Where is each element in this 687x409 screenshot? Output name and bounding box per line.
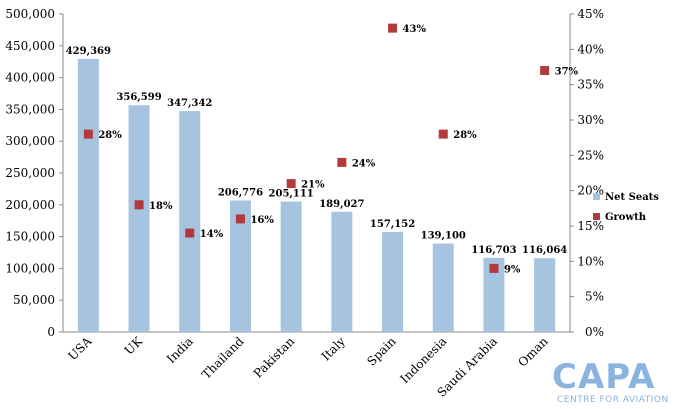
left-tick-label: 250,000 [5,166,55,180]
left-tick-label: 350,000 [5,102,55,116]
growth-point-thailand [235,214,245,224]
x-category-label: Italy [319,334,348,363]
growth-point-saudi-arabia [489,263,499,273]
right-tick-label: 45% [577,7,604,21]
growth-value-label: 28% [98,130,122,141]
growth-labels-group: 28% 18% 14% 16% 21% 24% 43% 28% 9% 37% [98,24,578,275]
bar-oman [534,258,556,332]
growth-point-spain [388,23,398,33]
x-category-label: Spain [364,334,399,369]
growth-point-italy [337,157,347,167]
growth-point-uk [134,200,144,210]
bar-labels-group: 429,369 356,599 347,342 206,776 205,111 189,0… [66,46,568,256]
bar-pakistan [280,201,302,332]
left-tick-label: 50,000 [13,293,55,307]
left-tick-label: 300,000 [5,134,55,148]
growth-value-label: 16% [250,215,274,226]
bar-value-label: 116,703 [471,245,516,256]
bar-italy [331,211,353,332]
legend-label-growth: Growth [605,212,647,223]
bar-spain [382,232,404,332]
right-tick-label: 25% [577,148,604,162]
logo-wordmark: CAPA [552,357,655,397]
bars-group [77,58,556,332]
growth-value-label: 28% [453,130,477,141]
bar-saudi-arabia [483,257,505,332]
bar-value-label: 189,027 [319,199,364,210]
x-category-label: Pakistan [251,334,298,381]
right-tick-label: 40% [577,42,604,56]
x-category-label: Oman [515,334,551,370]
left-axis-ticks: 0 50,000 100,000 150,000 200,000 250,000 300,0… [5,7,63,339]
x-category-label: Thailand [199,334,247,382]
growth-points-group [83,23,550,273]
x-category-label: USA [65,334,94,363]
growth-value-label: 14% [200,229,224,240]
legend-swatch-net-seats [593,193,600,200]
growth-point-indonesia [438,129,448,139]
growth-point-oman [540,66,550,76]
growth-value-label: 37% [555,67,579,78]
right-tick-label: 5% [585,290,604,304]
legend-label-net-seats: Net Seats [605,192,659,203]
growth-value-label: 21% [301,180,325,191]
right-tick-label: 0% [585,325,604,339]
capa-logo: CAPA CENTRE FOR AVIATION [552,357,669,405]
bar-value-label: 206,776 [218,187,263,198]
bar-value-label: 429,369 [66,46,111,57]
legend: Net Seats Growth [593,192,659,223]
x-category-label: UK [122,333,146,357]
x-category-label: India [164,334,196,366]
growth-point-india [185,228,195,238]
growth-value-label: 9% [504,264,521,275]
right-tick-label: 35% [577,78,604,92]
bar-value-label: 139,100 [421,231,466,242]
bar-usa [77,58,99,332]
left-tick-label: 400,000 [5,71,55,85]
right-tick-label: 10% [577,254,604,268]
bar-value-label: 356,599 [116,92,161,103]
right-tick-label: 15% [577,219,604,233]
growth-point-usa [83,129,93,139]
legend-swatch-growth [593,213,600,220]
bar-india [179,111,201,332]
bar-value-label: 205,111 [269,189,314,200]
right-axis-ticks: 0%5%10%15%20%25%30%35%40%45% [570,7,604,339]
growth-value-label: 18% [149,201,173,212]
growth-value-label: 24% [352,158,376,169]
left-tick-label: 500,000 [5,7,55,21]
x-category-label: Indonesia [397,334,449,386]
plot-area: 429,369 356,599 347,342 206,776 205,111 189,0… [62,14,579,333]
bar-value-label: 116,064 [522,245,567,256]
bar-indonesia [432,243,454,332]
left-tick-label: 450,000 [5,39,55,53]
left-tick-label: 150,000 [5,230,55,244]
left-tick-label: 200,000 [5,198,55,212]
right-tick-label: 30% [577,113,604,127]
growth-value-label: 43% [403,24,427,35]
bar-value-label: 347,342 [167,98,212,109]
bar-thailand [229,200,251,332]
growth-point-pakistan [286,179,296,189]
bar-uk [128,105,150,332]
logo-subtitle: CENTRE FOR AVIATION [557,395,669,405]
x-axis-categories: USA UK India Thailand Pakistan Italy SpainIndo… [65,333,550,399]
left-tick-label: 100,000 [5,261,55,275]
left-tick-label: 0 [47,325,55,339]
bar-value-label: 157,152 [370,219,415,230]
